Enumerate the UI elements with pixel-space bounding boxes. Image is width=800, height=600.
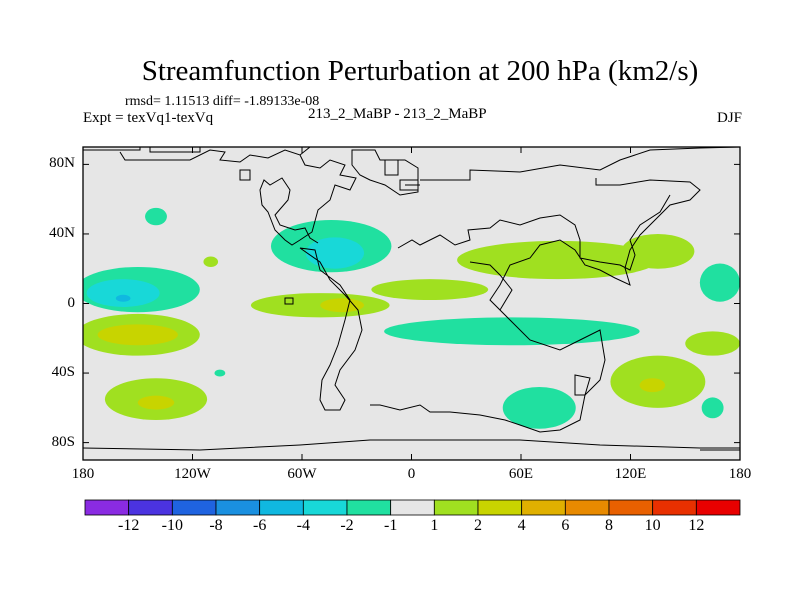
colorbar-swatch: [171, 499, 217, 516]
colorbar-label: 10: [644, 517, 661, 534]
season-label: DJF: [716, 110, 742, 126]
contour-region-14: [137, 395, 175, 410]
colorbar-swatch: [346, 499, 392, 516]
contour-region-10: [214, 369, 226, 377]
colorbar-label: -8: [209, 517, 223, 534]
axis-ticks: [82, 147, 741, 460]
colorbar-label: 4: [517, 517, 526, 534]
x-tick-label: 120W: [174, 466, 211, 482]
colorbar: [84, 499, 741, 516]
colorbar-swatch: [652, 499, 697, 516]
colorbar-swatch: [564, 499, 610, 516]
colorbar-label: 6: [561, 517, 570, 534]
contour-region-2: [115, 294, 131, 302]
contour-region-6: [384, 317, 640, 346]
contour-regions: [83, 207, 740, 429]
center-string: 213_2_MaBP - 213_2_MaBP: [308, 106, 487, 122]
x-tick-label: 120E: [614, 466, 647, 482]
x-tick-label: 180: [71, 466, 95, 482]
contour-region-20: [621, 233, 695, 269]
contour-region-15: [203, 256, 219, 267]
x-tick-label: 180: [728, 466, 752, 482]
colorbar-label: -12: [117, 517, 140, 534]
contour-region-3: [145, 207, 167, 226]
colorbar-swatch: [84, 499, 130, 516]
contour-region-18: [371, 279, 489, 301]
colorbar-swatch: [259, 499, 304, 516]
x-tick-label: 0: [407, 466, 416, 482]
y-tick-label: 80S: [51, 433, 75, 450]
colorbar-swatch: [521, 499, 566, 516]
contour-region-1: [86, 279, 160, 307]
colorbar-swatch: [302, 499, 348, 516]
colorbar-swatch: [128, 499, 173, 516]
contour-region-8: [699, 263, 740, 302]
colorbar-label: 1: [430, 517, 439, 534]
chart-title: Streamfunction Perturbation at 200 hPa (…: [141, 55, 699, 87]
colorbar-swatch: [390, 499, 435, 516]
stats-text: rmsd= 1.11513 diff= -1.89133e-08: [125, 94, 320, 109]
colorbar-swatch: [215, 499, 261, 516]
colorbar-label: 12: [688, 517, 705, 534]
x-tick-label: 60W: [287, 466, 317, 482]
x-tick-label: 60E: [508, 466, 534, 482]
colorbar-swatch: [433, 499, 479, 516]
contour-region-23: [685, 331, 740, 356]
y-tick-label: 40S: [51, 364, 75, 381]
contour-region-7: [502, 386, 576, 429]
colorbar-label: -1: [383, 517, 398, 534]
left-string: Expt = texVq1-texVq: [83, 110, 214, 126]
colorbar-label: 2: [474, 517, 482, 534]
contour-region-5: [305, 237, 365, 269]
colorbar-label: -4: [296, 517, 310, 534]
y-tick-label: 80N: [49, 155, 75, 172]
colorbar-swatch: [477, 499, 523, 516]
colorbar-label: -2: [340, 517, 354, 534]
colorbar-label: 8: [605, 517, 613, 534]
colorbar-label: -10: [161, 517, 183, 534]
contour-region-9: [701, 397, 724, 419]
y-tick-label: 40N: [49, 224, 75, 241]
coastlines: [83, 147, 740, 451]
y-tick-label: 0: [67, 294, 76, 311]
colorbar-swatch: [695, 499, 741, 516]
colorbar-swatch: [608, 499, 654, 516]
contour-region-22: [639, 378, 666, 393]
contour-region-17: [320, 298, 365, 313]
colorbar-label: -6: [252, 517, 267, 534]
contour-region-12: [97, 324, 178, 346]
